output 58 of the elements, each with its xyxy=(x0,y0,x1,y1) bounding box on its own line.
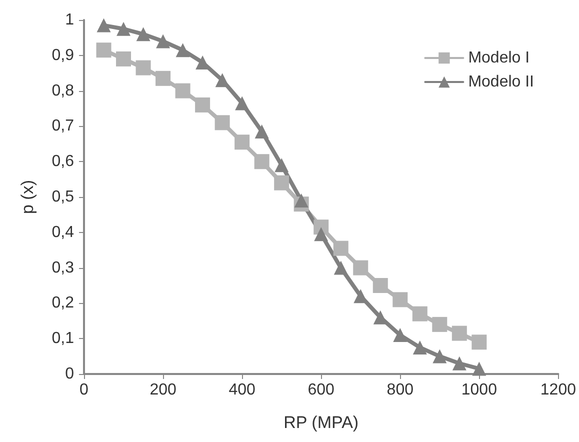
point xyxy=(214,115,230,130)
point xyxy=(136,60,151,76)
point xyxy=(452,326,467,341)
x-tick-label: 400 xyxy=(228,382,256,398)
y-tick-label: 0 xyxy=(65,366,74,382)
point xyxy=(393,328,408,342)
x-axis-title: RP (MPA) xyxy=(284,413,359,432)
point xyxy=(373,310,388,324)
point xyxy=(234,134,250,150)
y-tick-label: 0,2 xyxy=(52,294,74,312)
point xyxy=(472,334,487,350)
y-tick-label: 0,7 xyxy=(52,118,74,135)
y-tick-label: 0,9 xyxy=(52,46,74,64)
point xyxy=(472,362,486,376)
point xyxy=(274,175,290,190)
x-tick-label: 800 xyxy=(386,382,414,398)
y-tick-label: 0,6 xyxy=(52,153,74,170)
point xyxy=(334,260,348,275)
point xyxy=(195,97,210,112)
point xyxy=(96,18,111,32)
point xyxy=(175,83,190,98)
point xyxy=(372,278,388,293)
point xyxy=(136,27,150,42)
point xyxy=(116,22,131,36)
y-tick-label: 0,5 xyxy=(52,188,74,206)
point xyxy=(96,42,112,58)
point xyxy=(353,260,368,276)
point xyxy=(235,96,250,110)
y-tick-label: 0,8 xyxy=(52,82,74,100)
x-tick-label: 1000 xyxy=(461,382,498,398)
x-tick-label: 1200 xyxy=(540,382,576,398)
point xyxy=(176,43,190,58)
point xyxy=(452,356,466,370)
point xyxy=(314,227,328,242)
legend-label: Modelo I xyxy=(468,50,530,66)
x-tick-label: 600 xyxy=(308,382,335,398)
point xyxy=(432,349,447,364)
point xyxy=(156,70,171,86)
y-tick-label: 0,3 xyxy=(52,259,74,276)
point xyxy=(392,292,408,308)
point xyxy=(215,73,230,88)
x-tick-label: 200 xyxy=(150,382,176,398)
x-tick-label: 0 xyxy=(80,382,89,398)
y-tick-label: 1 xyxy=(65,12,74,28)
point xyxy=(294,194,308,208)
point xyxy=(116,51,132,66)
point xyxy=(254,124,269,139)
point xyxy=(333,240,348,256)
point xyxy=(412,306,428,322)
legend-label: Modelo II xyxy=(468,74,534,90)
point xyxy=(254,154,270,170)
y-tick-label: 0,4 xyxy=(52,224,74,241)
point xyxy=(412,340,427,354)
point xyxy=(156,34,170,48)
y-tick-label: 0,1 xyxy=(52,330,74,348)
point xyxy=(274,158,289,172)
point xyxy=(432,316,448,332)
y-axis-title: p (x) xyxy=(18,180,37,214)
